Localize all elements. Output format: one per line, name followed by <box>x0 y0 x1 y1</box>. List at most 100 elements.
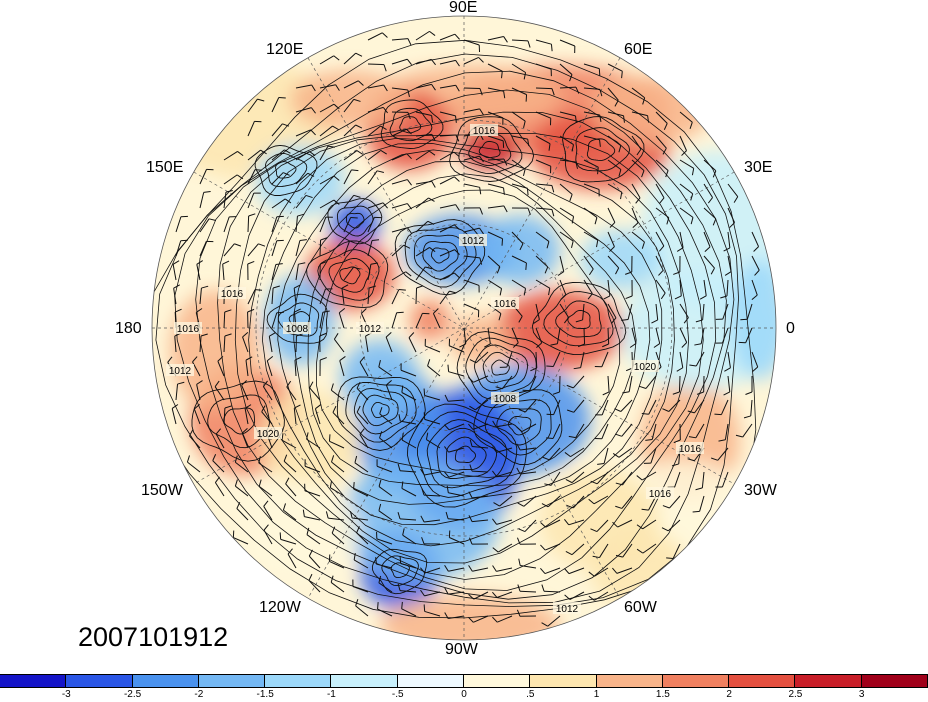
wind-barb-feather <box>285 477 290 485</box>
wind-barb <box>583 63 600 70</box>
isobar <box>413 234 468 280</box>
wind-barb <box>400 518 417 521</box>
wind-barb-feather <box>383 84 388 92</box>
wind-barb <box>727 351 731 368</box>
wind-barb-feather <box>302 509 305 517</box>
wind-barb-feather <box>527 139 530 147</box>
colorbar-tick-label: -3 <box>61 689 71 700</box>
wind-barb <box>339 360 345 377</box>
wind-barb-feather <box>588 571 595 577</box>
wind-barb <box>475 351 489 364</box>
wind-barb <box>496 519 513 525</box>
wind-barb <box>721 327 729 344</box>
colorbar-tick-label: -2 <box>194 689 204 700</box>
wind-barb <box>607 207 616 223</box>
wind-barb-feather <box>331 526 336 534</box>
wind-barb <box>367 202 384 209</box>
wind-barb <box>593 495 609 505</box>
wind-barb-feather <box>454 272 460 279</box>
wind-barb-feather <box>361 308 367 314</box>
wind-barb <box>356 411 369 425</box>
wind-barb-feather <box>653 343 661 348</box>
isobar-label-bg <box>646 487 674 499</box>
wind-barb-feather <box>449 290 457 294</box>
wind-barb <box>631 183 641 199</box>
wind-barb <box>423 494 441 497</box>
wind-barb <box>571 543 585 556</box>
wind-barb <box>694 399 705 414</box>
wind-barb-feather <box>315 404 322 410</box>
lon-label-30e: 30E <box>744 159 773 176</box>
wind-barb <box>378 510 393 521</box>
wind-barb-feather <box>296 333 304 337</box>
wind-barb-feather <box>195 308 203 313</box>
wind-barb-feather <box>518 558 521 566</box>
wind-barb <box>235 461 249 473</box>
anomaly-region <box>340 340 420 420</box>
wind-barb <box>331 532 345 545</box>
wind-barb-feather <box>353 552 356 561</box>
wind-barb-feather <box>408 332 415 338</box>
wind-barb-feather <box>707 197 713 204</box>
wind-barb <box>258 485 273 497</box>
wind-barb-feather <box>247 260 255 265</box>
wind-barb-feather <box>673 271 681 275</box>
wind-barb-feather <box>425 432 429 440</box>
wind-barb-feather <box>431 84 436 91</box>
wind-barb <box>511 159 526 170</box>
wind-barb-feather <box>447 364 450 372</box>
wind-barb <box>655 207 670 219</box>
wind-barb-feather <box>306 527 310 535</box>
wind-barb-feather <box>492 470 498 477</box>
wind-barb-feather <box>310 129 316 136</box>
wind-barb <box>703 159 717 172</box>
wind-barb-feather <box>718 439 726 442</box>
wind-barb-feather <box>516 426 523 432</box>
wind-barb <box>391 128 407 137</box>
wind-barb <box>607 231 615 247</box>
wind-barb-feather <box>339 356 346 361</box>
wind-barb-feather <box>354 455 358 463</box>
wind-barb <box>425 345 441 353</box>
wind-barb-feather <box>519 243 524 251</box>
wind-barb-feather <box>454 33 460 40</box>
wind-barb <box>391 38 408 41</box>
wind-barb-feather <box>429 150 436 156</box>
wind-barb-feather <box>453 176 460 182</box>
wind-barb <box>463 56 479 65</box>
wind-barb-feather <box>222 260 230 265</box>
wind-barb <box>175 240 182 257</box>
wind-barb-feather <box>588 498 595 505</box>
wind-barb-feather <box>333 199 340 205</box>
colorbar-box <box>397 675 464 687</box>
wind-barb <box>247 289 256 305</box>
wind-barb-feather <box>710 267 715 275</box>
wind-barb-feather <box>522 168 526 177</box>
wind-barb <box>175 216 182 233</box>
wind-barb <box>535 135 551 145</box>
wind-barb <box>448 567 465 572</box>
isobar <box>575 127 631 172</box>
wind-barb-feather <box>359 428 365 435</box>
wind-barb <box>726 279 729 296</box>
wind-barb-feather <box>625 271 632 275</box>
wind-barb <box>424 567 441 574</box>
wind-barb-feather <box>659 197 665 204</box>
wind-barb-feather <box>658 245 665 252</box>
isobar <box>371 401 390 419</box>
wind-barb-feather <box>550 343 558 346</box>
wind-barb <box>607 135 622 146</box>
wind-barb-feather <box>564 519 570 526</box>
wind-barb-feather <box>503 36 508 43</box>
wind-barb-feather <box>621 319 629 321</box>
wind-barb <box>214 386 225 401</box>
lon-label-0: 0 <box>786 320 795 337</box>
wind-barb <box>520 447 537 451</box>
wind-barb-feather <box>676 367 684 372</box>
wind-barb <box>559 183 573 195</box>
wind-barb <box>511 111 526 122</box>
wind-barb <box>621 495 633 509</box>
wind-barb <box>415 83 432 89</box>
wind-barb <box>448 423 465 431</box>
